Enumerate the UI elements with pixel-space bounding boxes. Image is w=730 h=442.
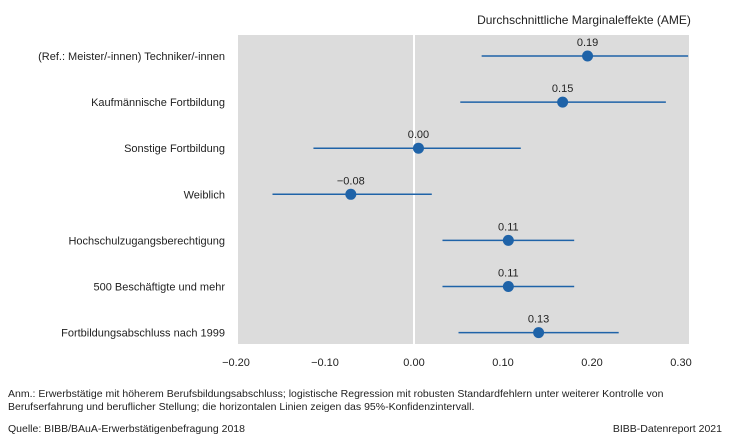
- data-point: [502, 234, 514, 246]
- chart-title: Durchschnittliche Marginaleffekte (AME): [477, 13, 691, 27]
- data-label: 0.13: [528, 314, 549, 326]
- x-tick-label: −0.10: [311, 357, 339, 369]
- x-tick-label: 0.30: [670, 357, 691, 369]
- x-tick-label: −0.20: [222, 357, 250, 369]
- chart-note: Anm.: Erwerbstätige mit höherem Berufsbi…: [8, 388, 664, 413]
- x-tick-label: 0.20: [581, 357, 602, 369]
- category-label: Fortbildungsabschluss nach 1999: [61, 328, 225, 340]
- category-label: Hochschulzugangsberechtigung: [68, 235, 225, 247]
- data-point: [502, 281, 514, 292]
- data-point: [582, 50, 594, 62]
- data-label: −0.08: [337, 175, 365, 187]
- category-label: Sonstige Fortbildung: [124, 143, 225, 155]
- x-tick-label: 0.00: [403, 357, 424, 369]
- data-label: 0.15: [552, 83, 573, 95]
- x-tick-label: 0.10: [492, 357, 513, 369]
- category-label: (Ref.: Meister/-innen) Techniker/-innen: [38, 51, 225, 63]
- data-point: [533, 327, 545, 339]
- data-label: 0.11: [498, 221, 519, 233]
- data-point: [557, 96, 569, 108]
- data-label: 0.19: [577, 37, 598, 49]
- plot-area: −0.20 −0.10 0.00 0.10 0.20 0.30 (Ref.: Meister…: [38, 35, 692, 369]
- category-label: Weiblich: [184, 189, 225, 201]
- data-label: 0.11: [498, 268, 519, 280]
- data-point: [412, 142, 424, 154]
- category-label: Kaufmännische Fortbildung: [91, 97, 225, 109]
- chart-credit: BIBB-Datenreport 2021: [612, 423, 722, 435]
- data-label: 0.00: [408, 129, 429, 141]
- chart: Durchschnittliche Marginaleffekte (AME) …: [38, 13, 692, 369]
- plot-panel: [238, 35, 689, 344]
- category-label: 500 Beschäftigte und mehr: [94, 282, 226, 294]
- chart-source: Quelle: BIBB/BAuA-Erwerbstätigenbefragun…: [8, 423, 245, 435]
- data-point: [345, 188, 357, 200]
